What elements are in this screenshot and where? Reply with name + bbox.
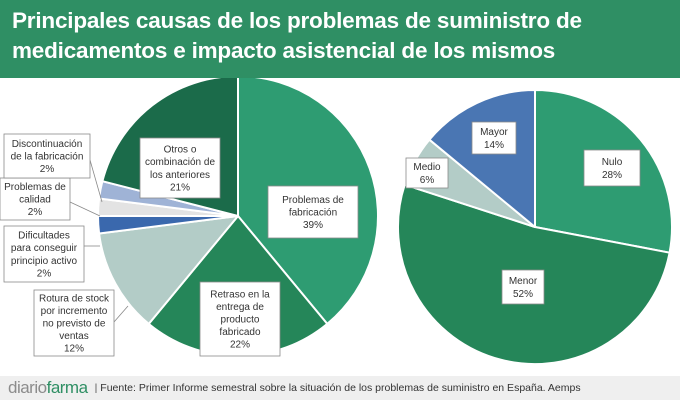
label-text: Rotura de stock bbox=[39, 293, 110, 304]
label-box bbox=[501, 269, 545, 305]
label-text: Problemas de bbox=[4, 182, 66, 193]
label-text: 12% bbox=[64, 344, 84, 355]
label-text: 2% bbox=[37, 268, 52, 279]
pie-chart-2: Nulo 28% Menor 52% Medio 6% Mayor 14% bbox=[397, 89, 673, 365]
label-text: los anteriores bbox=[150, 170, 210, 181]
title-line-2: medicamentos e impacto asistencial de lo… bbox=[12, 38, 556, 63]
label-text: 52% bbox=[513, 289, 533, 300]
label-text: fabricado bbox=[219, 327, 261, 338]
label-box bbox=[139, 137, 221, 199]
header-banner: Principales causas de los problemas de s… bbox=[0, 0, 680, 78]
slice-label-nulo: Nulo 28% bbox=[583, 149, 641, 187]
label-text: por incremento bbox=[41, 306, 108, 317]
diariofarma-logo: diariofarma bbox=[8, 378, 88, 398]
label-text: 39% bbox=[303, 220, 323, 231]
leader-line bbox=[89, 159, 103, 203]
label-box bbox=[3, 133, 91, 179]
leader-line bbox=[113, 305, 129, 323]
label-box bbox=[3, 225, 85, 283]
source-text: Fuente: Primer Informe semestral sobre l… bbox=[100, 382, 581, 394]
slice-label-retraso-en-la-entrega-de-producto-fabricado: Retraso en la entrega de productofabricado… bbox=[199, 281, 281, 357]
label-text: 28% bbox=[602, 170, 622, 181]
label-text: Nulo bbox=[602, 157, 623, 168]
label-box bbox=[199, 281, 281, 357]
label-text: Retraso en la bbox=[210, 289, 270, 300]
label-text: 21% bbox=[170, 182, 190, 193]
slice-label-menor: Menor 52% bbox=[501, 269, 545, 305]
label-text: 2% bbox=[28, 207, 43, 218]
slice-label-rotura-de-stock-por-incremento-no-previsto-de-ventas: Rotura de stock por incremento no previsto… bbox=[33, 289, 129, 357]
label-text: no previsto de bbox=[43, 319, 106, 330]
label-text: producto bbox=[221, 315, 260, 326]
label-box bbox=[33, 289, 115, 357]
label-text: combinación de bbox=[145, 157, 215, 168]
label-text: Mayor bbox=[480, 127, 508, 138]
label-text: ventas bbox=[59, 331, 88, 342]
pie-slice-rotura-de-stock-por-incremento-no-previsto-de-ventas bbox=[98, 215, 239, 325]
label-text: 2% bbox=[40, 164, 55, 175]
page-title: Principales causas de los problemas de s… bbox=[12, 6, 668, 66]
label-text: Dificultades bbox=[18, 231, 70, 242]
label-text: de la fabricación bbox=[11, 152, 84, 163]
label-text: fabricación bbox=[289, 208, 337, 219]
label-text: para conseguir bbox=[11, 243, 78, 254]
label-box bbox=[471, 121, 517, 155]
label-text: Otros o bbox=[164, 145, 197, 156]
slice-label-mayor: Mayor 14% bbox=[471, 121, 517, 155]
label-text: Medio bbox=[413, 162, 441, 173]
label-box bbox=[267, 185, 359, 239]
label-text: Problemas de bbox=[282, 195, 344, 206]
label-box bbox=[405, 157, 449, 189]
footer-separator: | bbox=[94, 382, 98, 394]
label-text: 14% bbox=[484, 140, 504, 151]
label-text: principio activo bbox=[11, 256, 78, 267]
label-text: Discontinuación bbox=[12, 139, 83, 150]
label-text: 22% bbox=[230, 340, 250, 351]
footer: diariofarma | Fuente: Primer Informe sem… bbox=[0, 376, 680, 400]
slice-label-medio: Medio 6% bbox=[405, 157, 449, 189]
label-text: calidad bbox=[19, 195, 51, 206]
label-box bbox=[583, 149, 641, 187]
label-text: entrega de bbox=[216, 302, 264, 313]
label-text: 6% bbox=[420, 175, 435, 186]
logo-part-farma: farma bbox=[46, 378, 88, 397]
label-text: Menor bbox=[509, 276, 538, 287]
leader-line bbox=[69, 201, 101, 217]
logo-part-diario: diario bbox=[8, 378, 47, 397]
title-line-1: Principales causas de los problemas de s… bbox=[12, 8, 582, 33]
